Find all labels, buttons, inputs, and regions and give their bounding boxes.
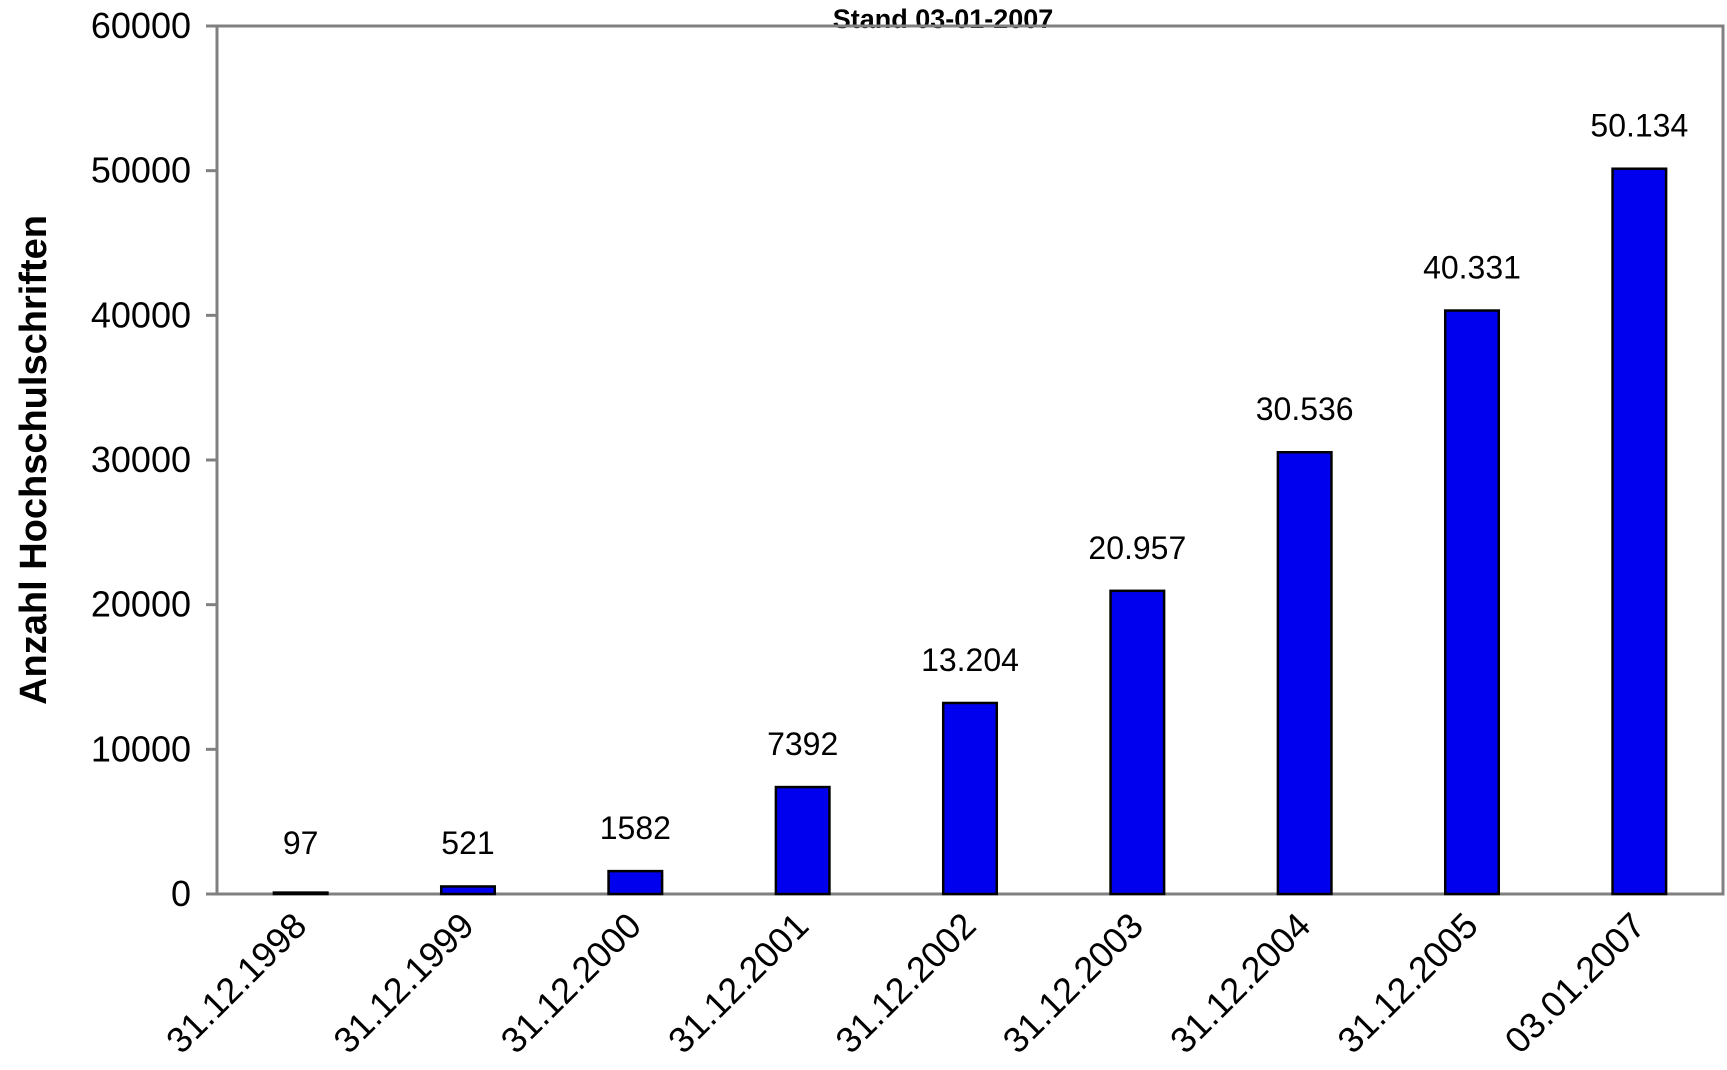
data-label: 7392 — [767, 726, 838, 762]
x-tick-label: 31.12.2003 — [995, 905, 1151, 1061]
bar — [941, 701, 999, 896]
y-tick-label: 40000 — [91, 294, 191, 335]
x-tick-label: 31.12.2001 — [660, 905, 816, 1061]
bar — [272, 891, 329, 896]
data-label: 50.134 — [1590, 108, 1688, 144]
y-tick-label: 50000 — [91, 150, 191, 191]
x-tick-label: 31.12.1999 — [325, 905, 481, 1061]
bar — [1443, 309, 1501, 896]
data-label: 97 — [283, 825, 319, 861]
data-label: 521 — [441, 825, 494, 861]
plot-area: 0 10000 20000 30000 40000 50000 60000 97 31.12.1… — [91, 5, 1725, 1061]
y-axis-title: Anzahl Hochschulschriften — [13, 215, 55, 705]
x-tick-label: 31.12.2002 — [827, 905, 983, 1061]
bar — [774, 785, 831, 896]
y-tick-label: 20000 — [91, 584, 191, 625]
data-label: 40.331 — [1423, 250, 1521, 286]
bar — [439, 885, 497, 896]
data-label: 1582 — [600, 810, 671, 846]
data-label: 13.204 — [921, 642, 1019, 678]
data-label: 30.536 — [1256, 391, 1354, 427]
x-tick-label: 31.12.2000 — [493, 905, 649, 1061]
data-label: 20.957 — [1088, 530, 1186, 566]
x-tick-label: 31.12.2005 — [1329, 905, 1485, 1061]
bar — [1109, 589, 1166, 896]
x-tick-label: 03.01.2007 — [1497, 905, 1653, 1061]
y-tick-label: 30000 — [91, 439, 191, 480]
chart-title: Stand 03-01-2007 — [833, 4, 1054, 34]
y-tick-label: 60000 — [91, 5, 191, 46]
bar — [1611, 167, 1668, 896]
bar — [1276, 450, 1333, 896]
bar — [607, 869, 664, 896]
x-tick-label: 31.12.1998 — [158, 905, 314, 1061]
y-tick-label: 0 — [171, 873, 191, 914]
y-tick-label: 10000 — [91, 728, 191, 769]
x-tick-label: 31.12.2004 — [1162, 905, 1318, 1061]
